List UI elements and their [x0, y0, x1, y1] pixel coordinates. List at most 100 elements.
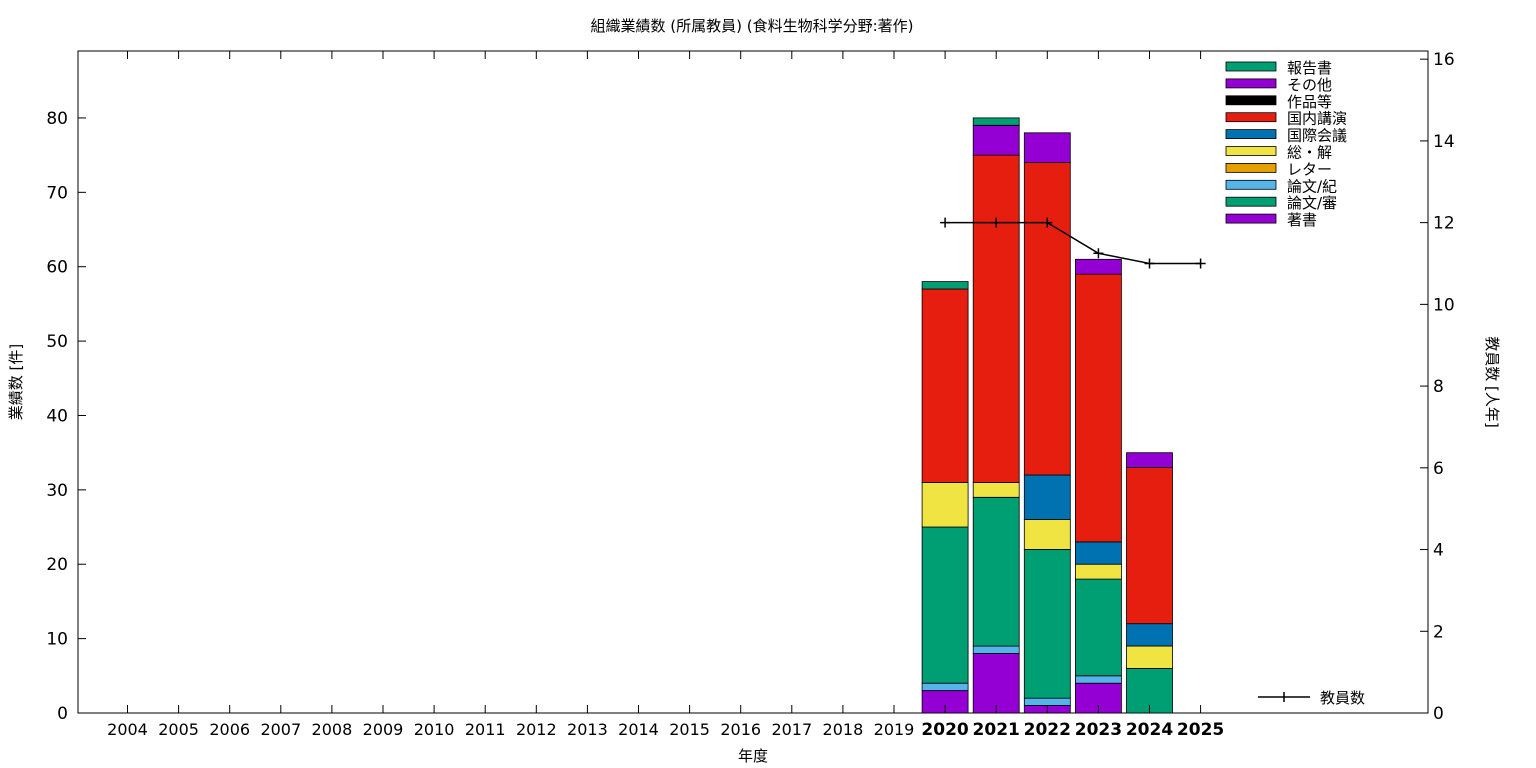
bar-2020-論文-審 — [921, 526, 969, 684]
y-tick-label: 70 — [46, 183, 68, 203]
y2-tick-label: 4 — [1433, 541, 1444, 561]
x-axis-label: 年度 — [738, 747, 768, 765]
y-tick-label: 0 — [57, 704, 68, 724]
bar-2022-その他 — [1023, 132, 1071, 164]
legend-swatch-その他 — [1225, 78, 1277, 89]
x-tick-label-2014: 2014 — [618, 720, 659, 739]
legend-label-作品等: 作品等 — [1287, 93, 1332, 111]
y-axis-label: 業績数 [件] — [7, 344, 25, 420]
x-tick-label-2009: 2009 — [363, 720, 404, 739]
bar-2022-論文-審 — [1023, 549, 1071, 699]
x-tick-label-2013: 2013 — [567, 720, 608, 739]
x-tick-label-2011: 2011 — [465, 720, 506, 739]
x-tick-label-2004: 2004 — [107, 720, 148, 739]
y2-tick-label: 6 — [1433, 459, 1444, 479]
bars-layer — [921, 117, 1173, 714]
y2-tick-label: 10 — [1433, 295, 1455, 315]
legend-label-総-解: 総・解 — [1287, 144, 1332, 162]
y2-tick-label: 0 — [1433, 704, 1444, 724]
bar-2021-論文-紀 — [972, 645, 1020, 654]
y2-tick-label: 12 — [1433, 214, 1455, 234]
y-tick-label: 20 — [46, 555, 68, 575]
x-tick-label-2015: 2015 — [669, 720, 710, 739]
legend-swatch-国際会議 — [1225, 129, 1277, 140]
bar-2023-総-解 — [1075, 563, 1122, 580]
legend-swatch-論文-審 — [1225, 196, 1277, 207]
legend-label-論文-紀: 論文/紀 — [1287, 177, 1337, 195]
bar-2024-その他 — [1126, 452, 1173, 469]
y2-axis-label: 教員数 [人年] — [1483, 336, 1501, 427]
x-tick-label-2006: 2006 — [209, 720, 250, 739]
x-tick-label-2008: 2008 — [312, 720, 353, 739]
bar-2024-国際会議 — [1126, 623, 1173, 647]
bar-2021-総-解 — [972, 481, 1020, 498]
bar-2023-その他 — [1075, 258, 1122, 275]
y-tick-label: 40 — [46, 406, 68, 426]
legend-label-line: 教員数 — [1320, 689, 1365, 707]
x-tick-label-2016: 2016 — [720, 720, 761, 739]
x-tick-label-2005: 2005 — [158, 720, 199, 739]
bar-2023-国内講演 — [1075, 273, 1122, 543]
bar-2023-論文-審 — [1075, 578, 1122, 677]
legend-swatch-報告書 — [1225, 61, 1277, 72]
legend-label-レター: レター — [1287, 160, 1332, 178]
chart-title: 組織業績数 (所属教員) (食料生物科学分野:著作) — [590, 17, 913, 35]
x-tick-label-2007: 2007 — [260, 720, 301, 739]
bar-2023-論文-紀 — [1075, 675, 1122, 684]
legend-label-国内講演: 国内講演 — [1287, 110, 1347, 128]
y2-tick-label: 16 — [1433, 50, 1455, 70]
x-tick-label-2024: 2024 — [1126, 720, 1173, 740]
legend-label-国際会議: 国際会議 — [1287, 127, 1347, 145]
x-tick-label-2020: 2020 — [921, 720, 968, 740]
y-tick-label: 10 — [46, 630, 68, 650]
bar-2022-論文-紀 — [1023, 697, 1071, 706]
legend-swatch-国内講演 — [1225, 112, 1277, 123]
x-tick-label-2019: 2019 — [874, 720, 915, 739]
y-tick-label: 30 — [46, 481, 68, 501]
y2-tick-label: 14 — [1433, 132, 1455, 152]
y2-tick-label: 2 — [1433, 622, 1444, 642]
bar-2021-論文-審 — [972, 496, 1020, 647]
line-layer — [940, 217, 1206, 269]
bar-2020-国内講演 — [921, 288, 969, 483]
bar-2022-総-解 — [1023, 519, 1071, 550]
x-tick-label-2022: 2022 — [1024, 720, 1071, 740]
legend-label-報告書: 報告書 — [1287, 59, 1332, 77]
plot-frame — [77, 50, 1429, 714]
bar-2020-総-解 — [921, 481, 969, 528]
bar-2022-国内講演 — [1023, 162, 1071, 476]
bar-2023-国際会議 — [1075, 541, 1122, 565]
legend-swatch-論文-紀 — [1225, 179, 1277, 190]
bar-2024-国内講演 — [1126, 467, 1173, 625]
y-tick-label: 60 — [46, 258, 68, 278]
legend-label-著書: 著書 — [1287, 211, 1317, 229]
legend-label-その他: その他 — [1287, 76, 1332, 94]
axes-layer: 0 10 20 30 40 50 60 70 80 0 2 4 6 8 10 12 14 16 2004 2005 20… — [46, 50, 1454, 740]
x-tick-label-2021: 2021 — [973, 720, 1020, 740]
y-tick-label: 50 — [46, 332, 68, 352]
y2-tick-label: 8 — [1433, 377, 1444, 397]
legend-swatch-著書 — [1225, 213, 1277, 224]
bar-2021-国内講演 — [972, 154, 1020, 483]
x-tick-label-2018: 2018 — [823, 720, 864, 739]
legend-swatch-レター — [1225, 162, 1277, 173]
bar-2022-国際会議 — [1023, 474, 1071, 520]
legend-swatch-総-解 — [1225, 146, 1277, 156]
bar-2021-報告書 — [972, 117, 1020, 126]
x-tick-label-2012: 2012 — [516, 720, 557, 739]
x-tick-label-2017: 2017 — [771, 720, 812, 739]
faculty-count-line — [945, 221, 1201, 265]
y-tick-label: 80 — [46, 109, 68, 129]
bar-2021-その他 — [972, 125, 1020, 156]
x-tick-label-2023: 2023 — [1075, 720, 1122, 740]
bar-2021-著書 — [972, 653, 1020, 714]
legend-label-論文-審: 論文/審 — [1287, 194, 1337, 212]
bar-2020-論文-紀 — [921, 682, 969, 692]
legend-swatch-作品等 — [1225, 95, 1277, 106]
bar-2020-報告書 — [921, 281, 969, 290]
x-tick-label-2025: 2025 — [1177, 720, 1224, 740]
x-tick-label-2010: 2010 — [414, 720, 455, 739]
bar-2024-総-解 — [1126, 645, 1173, 669]
